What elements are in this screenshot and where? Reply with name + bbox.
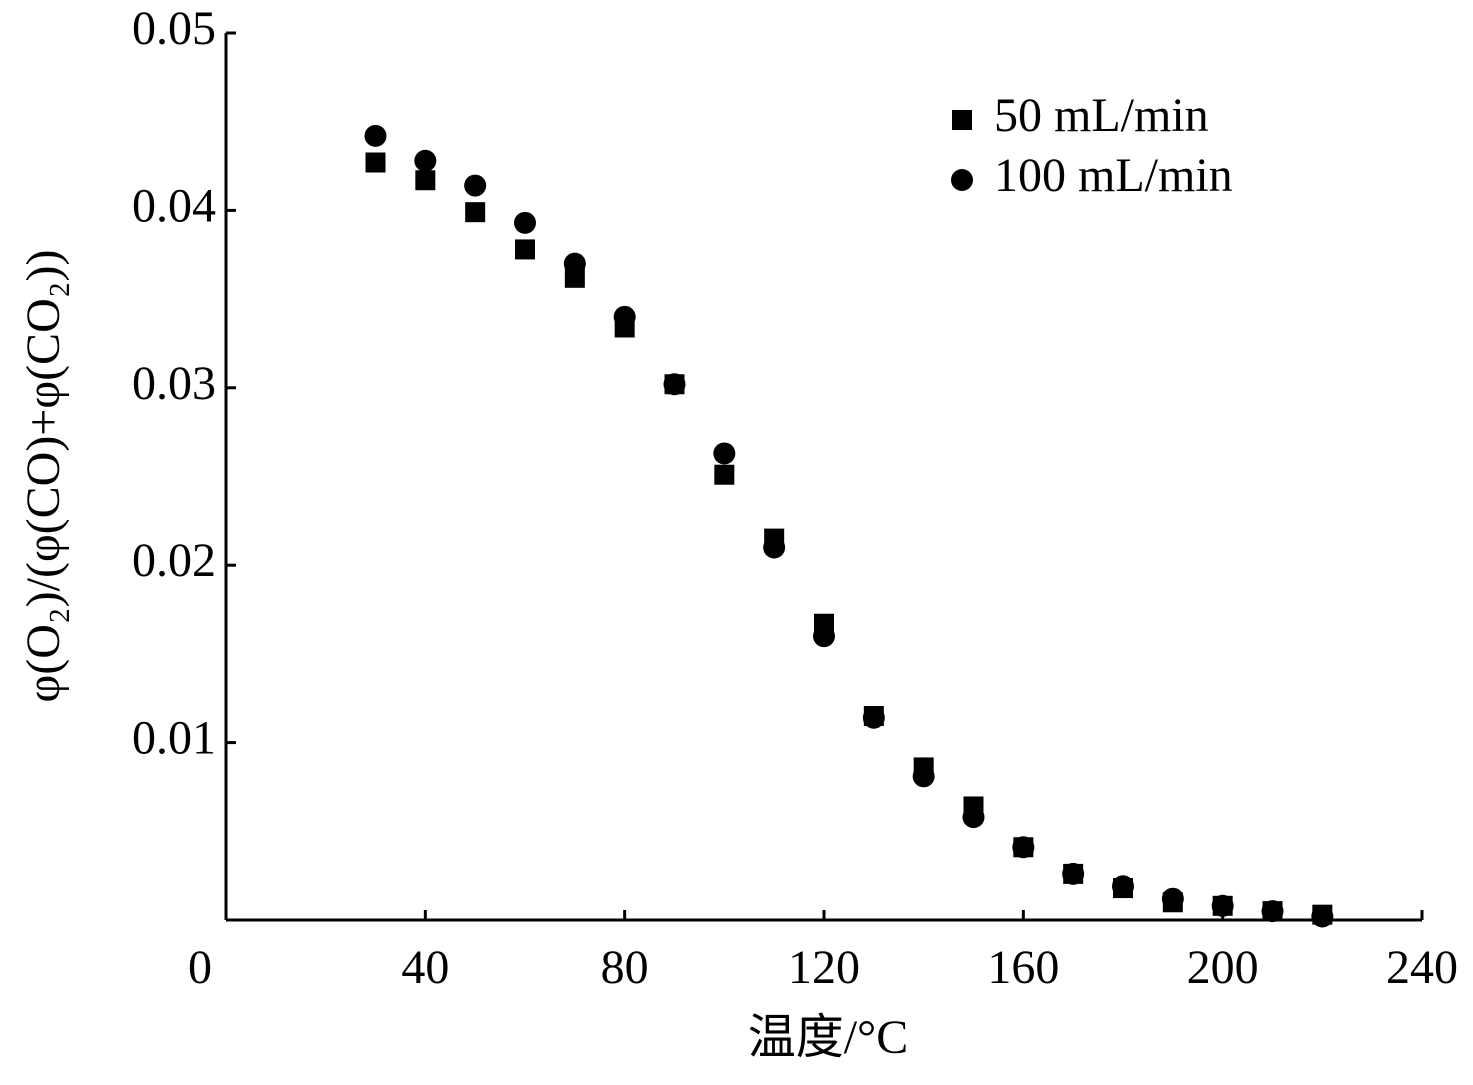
legend-marker — [952, 110, 972, 130]
data-point — [962, 806, 985, 829]
data-point — [1112, 875, 1134, 898]
x-tick-label: 80 — [601, 941, 649, 994]
legend-label: 100 mL/min — [994, 149, 1233, 202]
data-point — [415, 170, 436, 191]
x-tick-label: 40 — [401, 941, 449, 994]
data-point — [1062, 862, 1085, 885]
data-point — [714, 464, 735, 485]
x-tick-label: 160 — [987, 941, 1059, 994]
x-tick-label: 0 — [188, 941, 212, 994]
data-point — [365, 152, 386, 173]
x-tick-label: 120 — [788, 941, 860, 994]
data-point — [1161, 887, 1184, 910]
data-point — [515, 239, 535, 260]
data-point — [464, 174, 487, 197]
data-point — [1311, 905, 1334, 928]
data-point — [364, 124, 387, 147]
data-point — [514, 211, 536, 234]
data-point — [763, 536, 786, 559]
y-tick-label: 0.05 — [132, 2, 216, 55]
data-point — [1261, 900, 1284, 923]
data-point — [713, 442, 736, 465]
x-tick-label: 200 — [1187, 941, 1259, 994]
x-tick-label: 240 — [1386, 941, 1458, 994]
y-tick-label: 0.03 — [132, 357, 216, 410]
data-point — [414, 149, 437, 172]
data-point — [813, 625, 835, 648]
legend-marker — [951, 169, 973, 191]
y-tick-label: 0.02 — [132, 534, 216, 587]
data-point — [862, 706, 885, 729]
data-point — [1012, 836, 1035, 859]
data-point — [663, 373, 686, 396]
legend-label: 50 mL/min — [994, 89, 1209, 142]
y-tick-label: 0.01 — [132, 712, 216, 765]
data-point — [613, 305, 636, 328]
y-tick-label: 0.04 — [132, 179, 216, 232]
y-axis-label: φ(O₂)/(φ(CO)+φ(CO₂)) — [17, 250, 70, 703]
data-point — [912, 765, 935, 788]
x-axis-label: 温度/°C — [748, 1011, 909, 1064]
data-point — [1211, 894, 1234, 917]
data-point — [465, 202, 486, 223]
data-point — [563, 252, 586, 275]
